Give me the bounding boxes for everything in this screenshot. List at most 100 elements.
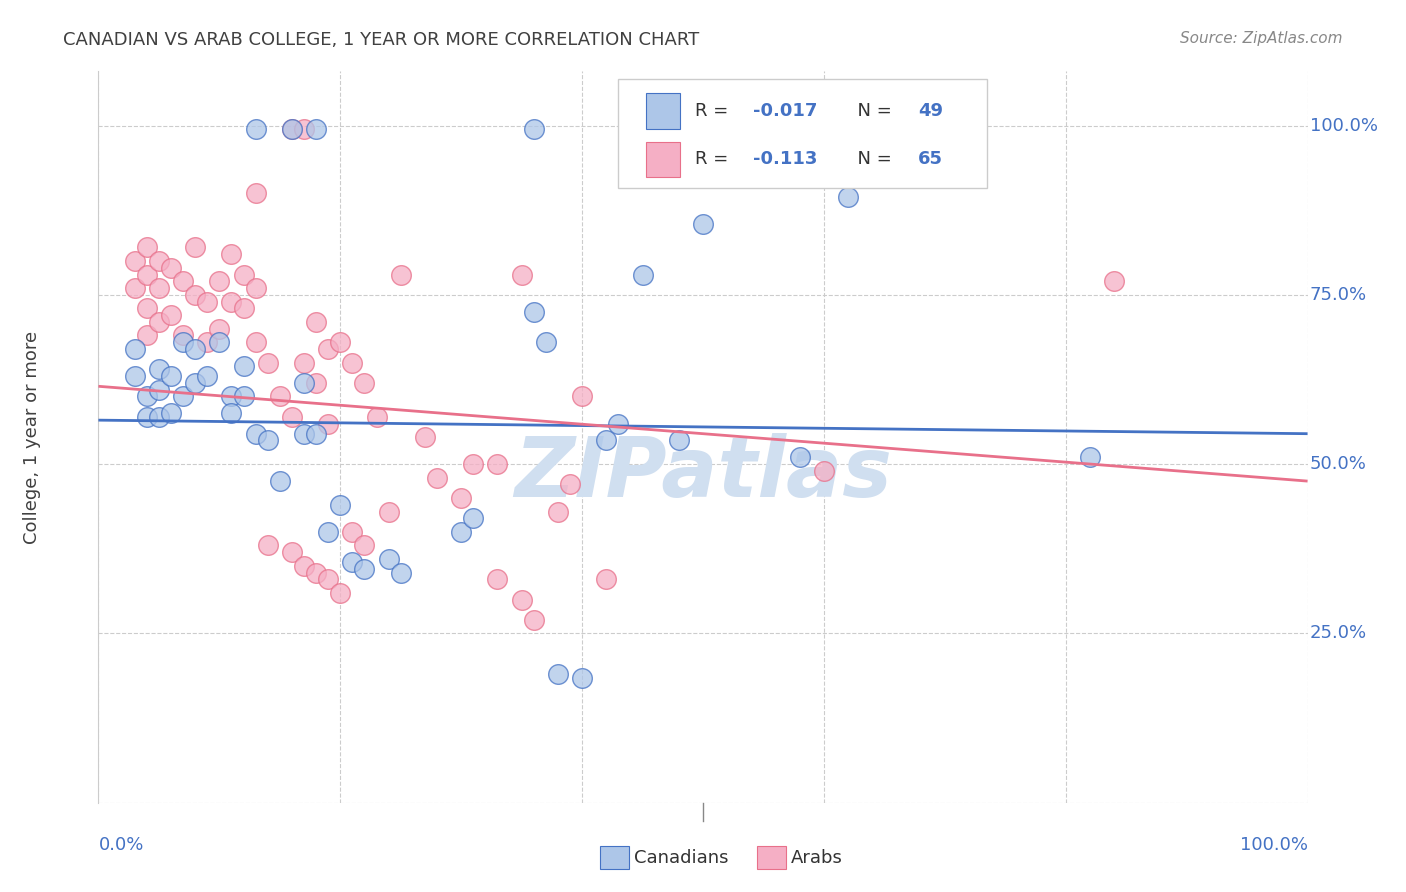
Point <box>124 254 146 268</box>
Point <box>221 389 243 403</box>
FancyBboxPatch shape <box>647 142 681 177</box>
Point <box>547 505 569 519</box>
Point <box>316 572 339 586</box>
Point <box>148 362 170 376</box>
Point <box>221 406 243 420</box>
Text: 65: 65 <box>918 150 943 168</box>
Point <box>486 572 509 586</box>
Point <box>329 335 352 350</box>
Point <box>342 524 364 539</box>
Point <box>160 369 183 384</box>
Point <box>148 409 170 424</box>
Point <box>195 294 218 309</box>
Point <box>413 430 436 444</box>
Point <box>221 294 243 309</box>
Point <box>195 335 218 350</box>
Point <box>281 122 304 136</box>
Text: College, 1 year or more: College, 1 year or more <box>22 331 41 543</box>
Point <box>135 409 157 424</box>
Point <box>1078 450 1101 465</box>
Point <box>305 315 328 329</box>
Point <box>292 122 315 136</box>
Point <box>595 572 617 586</box>
Text: 25.0%: 25.0% <box>1310 624 1367 642</box>
Point <box>523 613 546 627</box>
Point <box>245 335 267 350</box>
Point <box>160 406 183 420</box>
Point <box>135 240 157 254</box>
Point <box>292 355 315 369</box>
Point <box>148 383 170 397</box>
Text: Canadians: Canadians <box>634 848 728 867</box>
Point <box>837 189 859 203</box>
Point <box>316 342 339 356</box>
Point <box>184 240 207 254</box>
Point <box>389 566 412 580</box>
Point <box>305 426 328 441</box>
Point <box>135 268 157 282</box>
Point <box>160 308 183 322</box>
Point <box>160 260 183 275</box>
Point <box>256 538 278 552</box>
FancyBboxPatch shape <box>600 846 630 870</box>
Point <box>523 305 546 319</box>
Point <box>571 389 593 403</box>
Text: N =: N = <box>845 150 897 168</box>
Text: CANADIAN VS ARAB COLLEGE, 1 YEAR OR MORE CORRELATION CHART: CANADIAN VS ARAB COLLEGE, 1 YEAR OR MORE… <box>63 31 700 49</box>
Point <box>463 457 485 471</box>
Point <box>269 474 291 488</box>
Text: 49: 49 <box>918 102 943 120</box>
Point <box>148 315 170 329</box>
Point <box>148 254 170 268</box>
Point <box>813 464 835 478</box>
Point <box>377 552 399 566</box>
Point <box>316 524 339 539</box>
Point <box>269 389 291 403</box>
Text: N =: N = <box>845 102 897 120</box>
Point <box>135 389 157 403</box>
Point <box>316 417 339 431</box>
Point <box>510 592 533 607</box>
Point <box>256 434 278 448</box>
Text: 0.0%: 0.0% <box>98 836 143 854</box>
Point <box>342 555 364 569</box>
FancyBboxPatch shape <box>647 94 681 128</box>
Point <box>607 417 630 431</box>
Text: Source: ZipAtlas.com: Source: ZipAtlas.com <box>1180 31 1343 46</box>
Text: 75.0%: 75.0% <box>1310 285 1367 304</box>
Point <box>221 247 243 261</box>
Point <box>486 457 509 471</box>
Text: 100.0%: 100.0% <box>1310 117 1378 135</box>
Text: R =: R = <box>695 102 734 120</box>
Text: 100.0%: 100.0% <box>1240 836 1308 854</box>
Point <box>232 359 254 373</box>
Point <box>377 505 399 519</box>
Point <box>172 274 194 288</box>
Point <box>232 301 254 316</box>
Point <box>124 281 146 295</box>
Point <box>463 511 485 525</box>
Text: R =: R = <box>695 150 734 168</box>
Point <box>547 667 569 681</box>
Point <box>148 281 170 295</box>
Point <box>389 268 412 282</box>
Point <box>208 322 231 336</box>
Point <box>631 268 654 282</box>
Point <box>353 376 375 390</box>
Point <box>292 558 315 573</box>
Point <box>450 491 472 505</box>
Point <box>124 369 146 384</box>
Point <box>292 426 315 441</box>
FancyBboxPatch shape <box>758 846 786 870</box>
Point <box>450 524 472 539</box>
Point <box>353 538 375 552</box>
Point <box>135 301 157 316</box>
Point <box>281 409 304 424</box>
Point <box>426 471 449 485</box>
Text: -0.017: -0.017 <box>752 102 817 120</box>
Point <box>172 328 194 343</box>
Text: ZIPatlas: ZIPatlas <box>515 434 891 514</box>
Point <box>172 335 194 350</box>
Point <box>329 498 352 512</box>
Point <box>124 342 146 356</box>
